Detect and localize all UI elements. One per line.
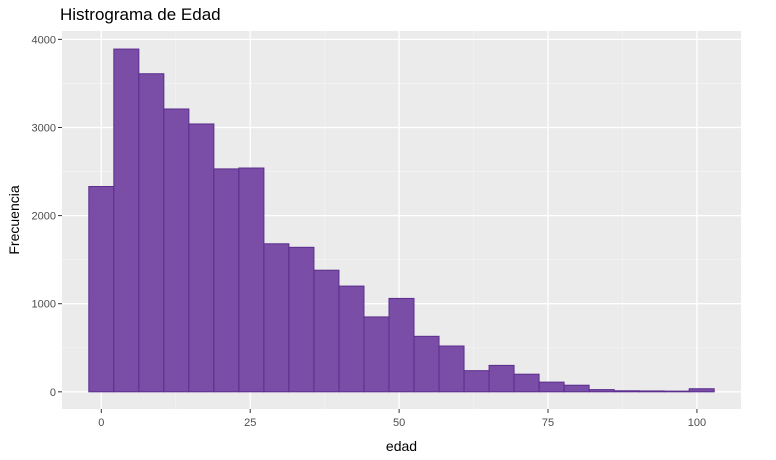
y-tick-label: 1000 [32,299,56,311]
y-tick-label: 4000 [32,34,56,46]
x-tick-label: 0 [98,417,104,429]
histogram-bar-10 [338,285,365,393]
histogram-bar-12 [388,297,415,393]
histogram-bar-20 [588,389,615,393]
histogram-bar-3 [163,108,190,393]
x-tick-label: 100 [688,417,706,429]
histogram-bar-23 [663,390,690,393]
histogram-bar-22 [638,390,665,393]
histogram-bar-8 [288,246,315,393]
histogram-bar-16 [488,364,515,393]
x-tick-label: 75 [542,417,554,429]
y-tick-label: 0 [50,387,56,399]
histogram-bars [88,48,715,393]
histogram-bar-21 [613,390,640,393]
histogram-bar-18 [538,381,565,393]
histogram-bar-0 [88,186,115,393]
histogram-bar-11 [363,316,390,393]
histogram-bar-13 [413,335,440,393]
histogram-bar-4 [188,123,215,393]
chart-title: Histrograma de Edad [60,5,221,24]
histogram-bar-14 [438,345,465,393]
histogram-bar-17 [513,373,540,393]
histogram-bar-9 [313,269,340,393]
y-axis-title: Frecuencia [6,185,22,254]
histogram-bar-19 [563,384,590,393]
histogram-bar-7 [263,243,290,393]
histogram-bar-1 [113,48,140,393]
histogram-bar-15 [463,370,490,393]
histogram-bar-6 [238,167,265,393]
y-tick-label: 2000 [32,211,56,223]
histogram-bar-5 [213,168,240,393]
histogram-bar-24 [688,388,715,393]
x-axis-title: edad [386,438,417,454]
x-tick-label: 50 [393,417,405,429]
histogram-bar-2 [138,73,165,393]
x-tick-label: 25 [244,417,256,429]
y-tick-label: 3000 [32,122,56,134]
